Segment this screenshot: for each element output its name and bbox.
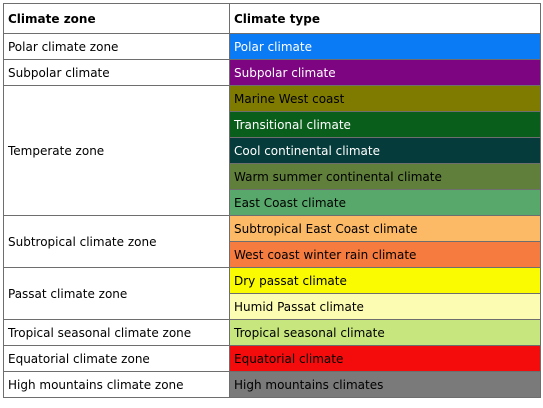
climate-zone-cell: Polar climate zone bbox=[3, 33, 230, 60]
table-body: Polar climate zone Polar climate Subpolar … bbox=[3, 33, 541, 398]
climate-zone-cell: Temperate zone bbox=[3, 85, 230, 216]
table-row: Equatorial climate zone Equatorial climat… bbox=[3, 345, 541, 372]
header-row: Climate zone Climate type bbox=[3, 3, 541, 34]
table-row: Subtropical climate zone Subtropical East… bbox=[3, 215, 541, 268]
climate-type-cell: Transitional climate bbox=[229, 111, 541, 138]
table-row: Humid Passat climate bbox=[4, 293, 541, 320]
climate-type-cell: Tropical seasonal climate bbox=[229, 319, 541, 346]
climate-zone-cell: Passat climate zone bbox=[3, 267, 230, 320]
table-row: East Coast climate bbox=[4, 189, 541, 216]
climate-type-cell: Warm summer continental climate bbox=[229, 163, 541, 190]
climate-type-cell: Marine West coast bbox=[229, 85, 541, 112]
climate-type-cell: Subpolar climate bbox=[229, 59, 541, 86]
table-row: Subpolar climate Subpolar climate bbox=[3, 59, 541, 86]
climate-type-cell: Equatorial climate bbox=[229, 345, 541, 372]
climate-type-cell: Subtropical East Coast climate bbox=[229, 215, 541, 242]
climate-type-cell: Humid Passat climate bbox=[229, 293, 541, 320]
climate-zone-cell: Subpolar climate bbox=[3, 59, 230, 86]
climate-type-cell: Polar climate bbox=[229, 33, 541, 60]
header-climate-zone: Climate zone bbox=[3, 3, 230, 34]
climate-type-cell: High mountains climates bbox=[229, 371, 541, 398]
table-row: Passat climate zone Dry passat climate bbox=[3, 267, 541, 320]
table-row: Cool continental climate bbox=[4, 137, 541, 164]
table-row: Tropical seasonal climate zone Tropical s… bbox=[3, 319, 541, 346]
climate-zone-cell: Tropical seasonal climate zone bbox=[3, 319, 230, 346]
header-climate-type: Climate type bbox=[229, 3, 541, 34]
climate-type-cell: Cool continental climate bbox=[229, 137, 541, 164]
climate-type-cell: East Coast climate bbox=[229, 189, 541, 216]
climate-zone-cell: Subtropical climate zone bbox=[3, 215, 230, 268]
table-row: Transitional climate bbox=[4, 111, 541, 138]
climate-type-cell: Dry passat climate bbox=[229, 267, 541, 294]
climate-zone-cell: High mountains climate zone bbox=[3, 371, 230, 398]
table-row: Polar climate zone Polar climate bbox=[3, 33, 541, 60]
table-row: Temperate zone Marine West coast bbox=[3, 85, 541, 216]
table-row: High mountains climate zone High mountain… bbox=[3, 371, 541, 398]
climate-zone-cell: Equatorial climate zone bbox=[3, 345, 230, 372]
climate-table: Climate zone Climate type Polar climate … bbox=[3, 3, 541, 398]
climate-type-cell: West coast winter rain climate bbox=[229, 241, 541, 268]
table-row: West coast winter rain climate bbox=[4, 241, 541, 268]
